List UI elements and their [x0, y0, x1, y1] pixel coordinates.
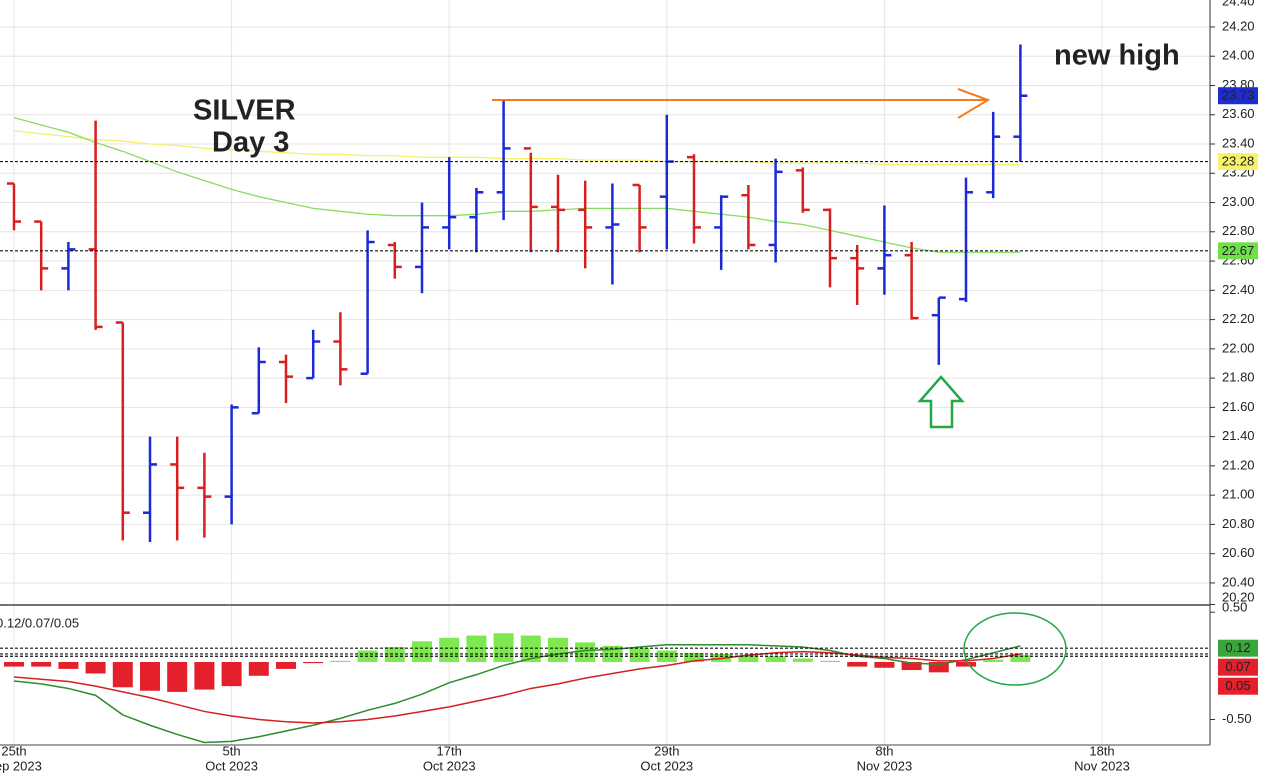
histogram-bar — [167, 662, 188, 692]
y-tick-label: 21.40 — [1222, 428, 1255, 443]
y-tick-label: 20.60 — [1222, 545, 1255, 560]
price-box — [1218, 87, 1258, 105]
histogram-bar — [276, 662, 296, 669]
y-tick-label: 0.50 — [1222, 599, 1247, 614]
histogram-bar — [548, 637, 568, 662]
y-tick-label: 22.40 — [1222, 282, 1255, 297]
x-tick-sublabel: Oct 2023 — [640, 758, 693, 773]
macd-panel — [0, 606, 1210, 745]
histogram-bar — [4, 662, 24, 667]
price-box-label: 0.07 — [1225, 659, 1250, 674]
y-tick-label: 21.80 — [1222, 370, 1255, 385]
y-tick-label: 21.20 — [1222, 457, 1255, 472]
x-tick-sublabel: Nov 2023 — [1074, 758, 1130, 773]
histogram-bar — [493, 633, 514, 662]
histogram-bar — [928, 662, 949, 673]
price-box — [1218, 677, 1258, 695]
x-tick-sublabel: Nov 2023 — [857, 758, 913, 773]
moving-average — [13, 117, 1021, 253]
price-box-label: 0.12 — [1225, 640, 1250, 655]
up-arrow — [917, 375, 965, 429]
y-tick-label: 24.00 — [1222, 48, 1255, 63]
signal-line — [13, 650, 1021, 724]
histogram-bar — [248, 662, 269, 676]
highlight-ellipse — [963, 612, 1067, 686]
histogram-bar — [85, 662, 106, 674]
histogram-bar — [820, 660, 840, 662]
histogram-bar — [629, 648, 650, 662]
histogram-bar — [439, 637, 460, 662]
price-box-label: 0.05 — [1225, 678, 1250, 693]
histogram-bar — [112, 662, 133, 688]
x-tick-label: 18th — [1089, 743, 1114, 758]
price-panel — [0, 0, 1210, 605]
macd-legend: 0.12/0.07/0.05 — [0, 615, 79, 630]
histogram-bar — [58, 662, 79, 669]
histogram-bar — [384, 647, 405, 662]
y-tick-label: 24.40 — [1222, 0, 1255, 8]
x-tick-sublabel: Sep 2023 — [0, 758, 42, 773]
x-tick-label: 29th — [654, 743, 679, 758]
histogram-bar — [684, 652, 704, 662]
histogram-bar — [31, 662, 52, 667]
y-tick-label: 23.40 — [1222, 135, 1255, 150]
histogram-bar — [874, 662, 895, 668]
price-box — [1218, 242, 1258, 260]
histogram-bar — [956, 662, 976, 667]
histogram-bar — [901, 662, 922, 671]
histogram-bar — [303, 662, 324, 664]
y-tick-label: 22.80 — [1222, 223, 1255, 238]
annotation: SILVER — [193, 95, 296, 127]
histogram-bar — [847, 662, 868, 667]
price-box — [1218, 658, 1258, 676]
orange-arrow — [492, 88, 991, 119]
y-tick-label: 23.00 — [1222, 194, 1255, 209]
histogram-bar — [221, 662, 242, 687]
y-tick-label: 23.60 — [1222, 106, 1255, 121]
annotation: new high — [1054, 40, 1180, 72]
price-box-label: 23.73 — [1222, 88, 1255, 103]
x-tick-label: 25th — [1, 743, 26, 758]
y-tick-label: 22.20 — [1222, 311, 1255, 326]
y-tick-label: 20.20 — [1222, 589, 1255, 604]
y-tick-label: 20.40 — [1222, 574, 1255, 589]
x-tick-sublabel: Oct 2023 — [205, 758, 258, 773]
y-tick-label: 22.00 — [1222, 340, 1255, 355]
y-tick-label: 24.20 — [1222, 18, 1255, 33]
y-tick-label: -0.50 — [1222, 711, 1252, 726]
price-box-label: 22.67 — [1222, 243, 1255, 258]
y-tick-label: 21.60 — [1222, 399, 1255, 414]
histogram-bar — [140, 662, 160, 691]
histogram-bar — [194, 662, 215, 690]
histogram-bar — [330, 660, 351, 662]
price-box — [1218, 153, 1258, 171]
histogram-bar — [575, 642, 596, 662]
histogram-bar — [412, 641, 432, 662]
price-box-label: 23.28 — [1222, 154, 1255, 169]
histogram-bar — [738, 655, 759, 662]
y-tick-label: 21.00 — [1222, 487, 1255, 502]
histogram-bar — [792, 658, 813, 662]
histogram-bar — [983, 659, 1004, 662]
histogram-bar — [765, 656, 786, 662]
price-box — [1218, 639, 1258, 657]
macd-line — [13, 644, 1021, 744]
histogram-bar — [1010, 655, 1031, 662]
x-tick-label: 17th — [437, 743, 462, 758]
x-tick-sublabel: Oct 2023 — [423, 758, 476, 773]
x-tick-label: 8th — [875, 743, 893, 758]
moving-average — [13, 130, 1021, 166]
y-tick-label: 20.80 — [1222, 516, 1255, 531]
annotation: Day 3 — [212, 127, 289, 159]
x-tick-label: 5th — [223, 743, 241, 758]
